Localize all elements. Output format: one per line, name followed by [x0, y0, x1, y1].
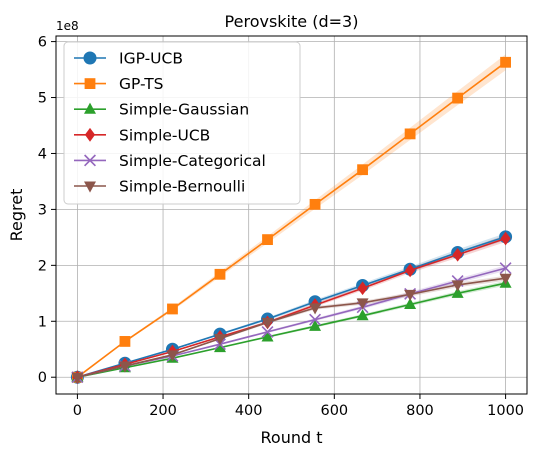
- legend-label: GP-TS: [119, 75, 164, 93]
- series-lines: [70, 56, 513, 385]
- series-gp-ts: [72, 56, 511, 383]
- data-point: [213, 334, 226, 346]
- legend-label: Simple-Categorical: [119, 152, 266, 170]
- x-tick-label: 1000: [487, 403, 524, 419]
- legend-item: Simple-Gaussian: [74, 101, 249, 119]
- x-tick-label: 600: [320, 403, 348, 419]
- legend-item: Simple-Categorical: [74, 152, 266, 170]
- series-simple-bernoulli: [71, 273, 512, 384]
- data-point: [214, 268, 226, 280]
- data-point: [84, 181, 96, 193]
- data-point: [166, 350, 179, 362]
- x-tick-label: 400: [235, 403, 263, 419]
- data-point: [357, 281, 368, 296]
- y-tick-label: 3: [38, 202, 47, 218]
- y-tick-label: 5: [38, 91, 47, 107]
- data-point: [451, 286, 464, 298]
- y-axis-label: Regret: [7, 189, 26, 242]
- data-point: [309, 313, 322, 326]
- y-tick-label: 1: [38, 314, 47, 330]
- legend-label: Simple-UCB: [119, 126, 210, 144]
- data-point: [356, 298, 369, 310]
- data-point: [261, 325, 274, 338]
- data-point: [84, 154, 96, 167]
- legend-item: GP-TS: [74, 75, 164, 93]
- data-point: [261, 330, 274, 342]
- x-axis-label: Round t: [261, 428, 323, 447]
- data-point: [404, 289, 417, 302]
- x-tick-label: 200: [149, 403, 177, 419]
- data-point: [499, 273, 512, 285]
- axes: 0 200 400 600 800 1000 0 1 2 3 4 5 6: [38, 35, 528, 419]
- plot-frame: [55, 35, 528, 395]
- data-point: [404, 297, 417, 309]
- data-point: [84, 78, 96, 89]
- legend: IGP-UCB GP-TS Simple-Gaussian Simple-UCB Sim…: [63, 41, 301, 205]
- marker-stroke: [261, 325, 274, 338]
- y-tick-label: 4: [38, 146, 47, 162]
- data-point: [309, 319, 322, 331]
- legend-label: Simple-Gaussian: [119, 101, 249, 119]
- series-line: [77, 282, 506, 378]
- data-point: [309, 198, 321, 210]
- data-point: [499, 262, 512, 275]
- data-point: [84, 127, 96, 142]
- x-tick-label: 0: [73, 403, 82, 419]
- data-point: [119, 336, 131, 347]
- confidence-band: [77, 233, 506, 378]
- data-point: [309, 303, 322, 315]
- data-point: [405, 263, 416, 278]
- data-point: [357, 164, 368, 176]
- marker-stroke: [499, 262, 512, 275]
- data-point: [261, 317, 274, 329]
- chart-title: Perovskite (d=3): [225, 12, 359, 31]
- y-tick-label: 2: [38, 258, 47, 274]
- legend-item: IGP-UCB: [74, 50, 183, 68]
- legend-item: Simple-UCB: [74, 126, 210, 144]
- data-point: [500, 56, 511, 68]
- data-point: [118, 361, 131, 373]
- series-line: [77, 237, 506, 378]
- data-point: [83, 51, 97, 65]
- series-line: [77, 236, 506, 378]
- series-line: [77, 277, 506, 378]
- marker-stroke: [84, 154, 96, 167]
- series-line: [76, 61, 507, 378]
- legend-label: IGP-UCB: [119, 50, 183, 68]
- data-point: [262, 234, 273, 246]
- data-point: [452, 247, 463, 262]
- y-tick-label: 0: [38, 370, 47, 386]
- confidence-band: [77, 280, 506, 378]
- data-point: [84, 102, 96, 114]
- data-point: [500, 231, 511, 246]
- data-point: [356, 309, 369, 321]
- legend-item: Simple-Bernoulli: [74, 178, 245, 196]
- data-point: [452, 92, 464, 104]
- data-point: [167, 303, 178, 315]
- x-tick-label: 800: [406, 403, 434, 419]
- legend-label: Simple-Bernoulli: [119, 178, 245, 196]
- data-point: [213, 340, 226, 353]
- legend-box: [63, 41, 301, 205]
- y-axis-offset-label: 1e8: [56, 19, 79, 33]
- data-point: [404, 128, 416, 140]
- y-tick-label: 6: [38, 35, 47, 51]
- marker-stroke: [309, 313, 322, 326]
- data-point: [451, 280, 464, 292]
- data-point: [71, 372, 84, 384]
